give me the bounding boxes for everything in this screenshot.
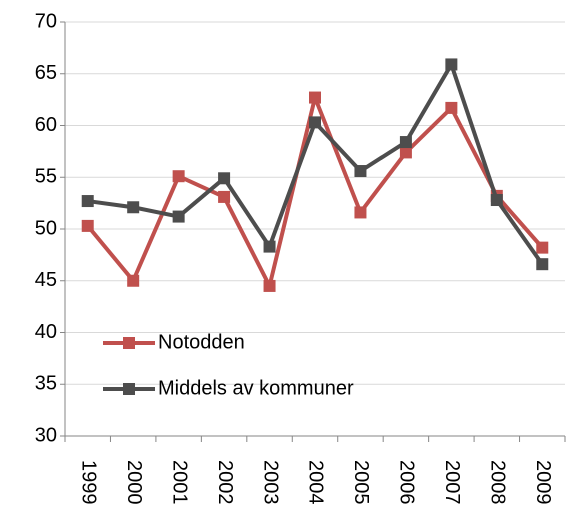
point-marker — [172, 210, 185, 223]
point-marker — [81, 219, 94, 232]
y-tick-label: 70 — [35, 10, 57, 32]
y-tick-label: 50 — [35, 217, 57, 239]
point-marker — [127, 201, 140, 214]
y-tick-label: 65 — [35, 62, 57, 84]
y-tick-label: 45 — [35, 269, 57, 291]
point-marker — [536, 258, 549, 271]
x-tick-label: 2006 — [396, 460, 418, 505]
point-marker — [218, 190, 231, 203]
legend-label: Middels av kommuner — [158, 377, 354, 399]
x-tick-label: 2000 — [123, 460, 145, 505]
point-marker — [536, 241, 549, 254]
point-marker — [172, 170, 185, 183]
point-marker — [263, 279, 276, 292]
x-tick-label: 2002 — [214, 460, 236, 505]
x-tick-label: 2004 — [305, 460, 327, 505]
point-marker — [354, 165, 367, 178]
y-tick-label: 30 — [35, 424, 57, 446]
point-marker — [263, 240, 276, 253]
point-marker — [399, 136, 412, 149]
legend-marker — [123, 337, 135, 349]
y-tick-label: 40 — [35, 321, 57, 343]
legend-label: Notodden — [158, 331, 245, 353]
point-marker — [399, 146, 412, 159]
y-tick-label: 55 — [35, 166, 57, 188]
point-marker — [309, 116, 321, 129]
x-tick-label: 2007 — [441, 460, 463, 505]
point-marker — [81, 195, 94, 208]
x-tick-label: 1999 — [77, 460, 99, 505]
point-marker — [445, 58, 458, 71]
x-tick-label: 2005 — [350, 460, 372, 505]
point-marker — [354, 206, 367, 219]
point-marker — [445, 101, 458, 114]
point-marker — [309, 91, 321, 104]
y-tick-label: 60 — [35, 114, 57, 136]
point-marker — [218, 172, 231, 185]
x-tick-label: 2008 — [487, 460, 509, 505]
point-marker — [490, 194, 503, 207]
x-tick-label: 2003 — [259, 460, 281, 505]
point-marker — [127, 274, 140, 287]
x-tick-label: 2001 — [168, 460, 190, 505]
y-tick-label: 35 — [35, 373, 57, 395]
legend-marker — [123, 383, 135, 395]
x-tick-label: 2009 — [532, 460, 554, 505]
